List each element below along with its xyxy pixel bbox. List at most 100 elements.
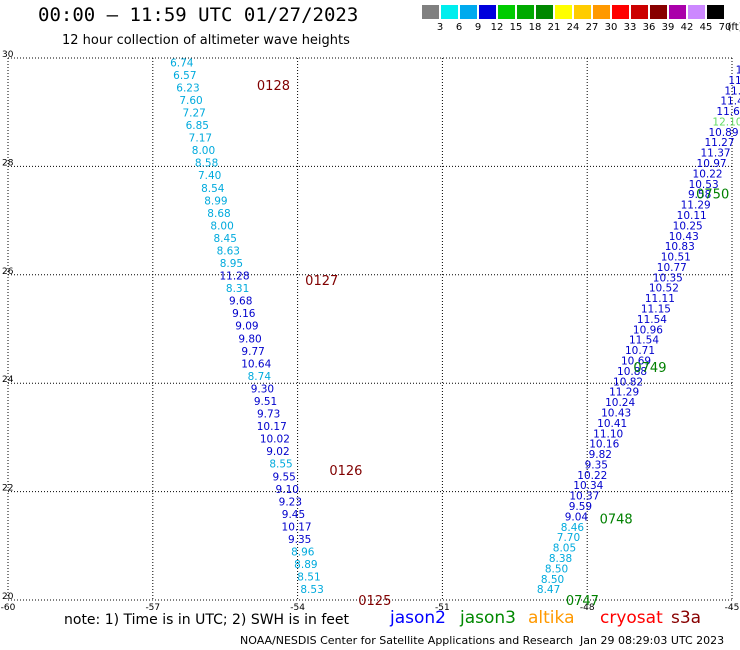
wave-height-value: 8.89 (294, 559, 317, 571)
x-tick-label: -54 (290, 603, 305, 613)
wave-height-value: 10.43 (669, 231, 699, 243)
wave-height-value: 10.53 (689, 179, 719, 191)
wave-height-value: 9.59 (569, 501, 592, 513)
wave-height-value: 6.85 (186, 120, 209, 132)
wave-height-value: 6.74 (170, 57, 194, 69)
colorbar-swatch (479, 5, 496, 19)
y-tick-label: 24 (2, 375, 14, 385)
wave-height-value: 9.02 (266, 446, 289, 458)
wave-height-value: 7.60 (179, 95, 202, 107)
track-time-label: 0750 (696, 188, 729, 203)
y-tick-label: 30 (2, 50, 14, 60)
satellite-s3a-label: s3a (671, 608, 702, 628)
colorbar-label: 21 (547, 22, 561, 33)
colorbar-swatch (574, 5, 591, 19)
wave-height-value: 9.04 (565, 511, 589, 523)
track-time-label: 0749 (633, 361, 666, 376)
wave-height-value: 10.43 (601, 407, 631, 419)
colorbar-label: 45 (699, 22, 713, 33)
colorbar-swatch (688, 5, 705, 19)
wave-height-value: 9.77 (241, 346, 264, 358)
wave-height-value: 8.99 (204, 195, 227, 207)
track-time-label: 0128 (257, 79, 290, 94)
wave-height-value: 9.35 (288, 534, 311, 546)
wave-height-value: 7.27 (182, 108, 205, 120)
colorbar-label: 36 (642, 22, 656, 33)
wave-height-value: 11.29 (609, 387, 639, 399)
colorbar-label: 18 (528, 22, 542, 33)
wave-height-value: 9.09 (235, 321, 258, 333)
colorbar-label: 6 (455, 22, 463, 33)
track-time-label: 0126 (329, 464, 362, 479)
colorbar-label: 24 (566, 22, 580, 33)
wave-height-value: 11.11 (645, 293, 675, 305)
wave-height-value: 10.52 (649, 283, 679, 295)
y-tick-label: 26 (2, 267, 14, 277)
wave-height-value: 10.96 (633, 324, 663, 336)
y-tick-label: 28 (2, 158, 14, 168)
wave-height-value: 8.58 (195, 158, 218, 170)
wave-height-value: 10.88 (617, 366, 647, 378)
wave-height-value: 8.05 (553, 543, 576, 555)
wave-height-value: 8.31 (226, 283, 249, 295)
wave-height-value: 8.74 (248, 371, 272, 383)
wave-height-value: 8.63 (217, 245, 240, 257)
colorbar-label: 33 (623, 22, 637, 33)
wave-height-value: 9.82 (589, 449, 612, 461)
wave-height-value: 9.55 (272, 471, 295, 483)
colorbar-label: 27 (585, 22, 599, 33)
x-tick-label: -60 (1, 603, 16, 613)
wave-height-value: 8.50 (541, 574, 564, 586)
wave-height-value: 8.50 (545, 563, 568, 575)
wave-height-value: 10.17 (257, 421, 287, 433)
wave-height-value: 9.30 (251, 383, 274, 395)
wave-height-value: 8.51 (297, 572, 320, 584)
colorbar-label: 9 (474, 22, 482, 33)
wave-height-value: 9.80 (238, 333, 261, 345)
wave-height-value: 10.83 (665, 241, 695, 253)
wave-height-value: 10.24 (605, 397, 635, 409)
wave-height-value: 9.35 (585, 459, 608, 471)
track-time-label: 0747 (566, 594, 599, 609)
page-title: 00:00 – 11:59 UTC 01/27/2023 (38, 4, 359, 26)
wave-height-value: 10.25 (673, 220, 703, 232)
colorbar-swatch (593, 5, 610, 19)
wave-height-value: 9.51 (254, 396, 277, 408)
wave-height-value: 6.23 (176, 82, 199, 94)
track-time-label: 0127 (305, 274, 338, 289)
colorbar-swatch (707, 5, 724, 19)
x-tick-label: -48 (580, 603, 595, 613)
x-tick-label: -51 (435, 603, 450, 613)
wave-height-value: 10.16 (589, 439, 619, 451)
wave-height-value: 10.41 (597, 418, 627, 430)
wave-height-value: 10.89 (708, 127, 738, 139)
wave-height-value: 11.29 (681, 200, 711, 212)
wave-height-value: 10.11 (677, 210, 707, 222)
credit-line: NOAA/NESDIS Center for Satellite Applica… (240, 634, 574, 647)
wave-height-value: 9.23 (279, 496, 302, 508)
wave-height-value: 11.48 (720, 96, 740, 108)
wave-height-value: 10.35 (653, 272, 683, 284)
satellite-jason3-label: jason3 (460, 608, 516, 628)
colorbar-swatch (536, 5, 553, 19)
wave-height-value: 10.69 (621, 355, 651, 367)
wave-height-value: 10.22 (577, 470, 607, 482)
colorbar-swatch (422, 5, 439, 19)
wave-height-value: 11.10 (593, 428, 623, 440)
wave-height-value: 9.68 (229, 296, 252, 308)
footer-note: note: 1) Time is in UTC; 2) SWH is in fe… (64, 612, 350, 628)
wave-height-value: 8.38 (549, 553, 572, 565)
wave-height-value: 11.28 (219, 271, 249, 283)
colorbar-swatch (631, 5, 648, 19)
wave-height-value: 8.53 (300, 584, 323, 596)
wave-height-value: 9.73 (257, 409, 280, 421)
wave-height-value: 11.2 (736, 64, 740, 76)
wave-height-value: 11.54 (637, 314, 667, 326)
wave-height-value: 10.97 (697, 158, 727, 170)
satellite-jason2-label: jason2 (390, 608, 446, 628)
wave-height-value: 8.95 (220, 258, 243, 270)
satellite-altika-label: altika (528, 608, 575, 628)
colorbar-swatch (441, 5, 458, 19)
wave-height-value: 9.10 (276, 484, 299, 496)
satellite-cryosat-label: cryosat (600, 608, 663, 628)
